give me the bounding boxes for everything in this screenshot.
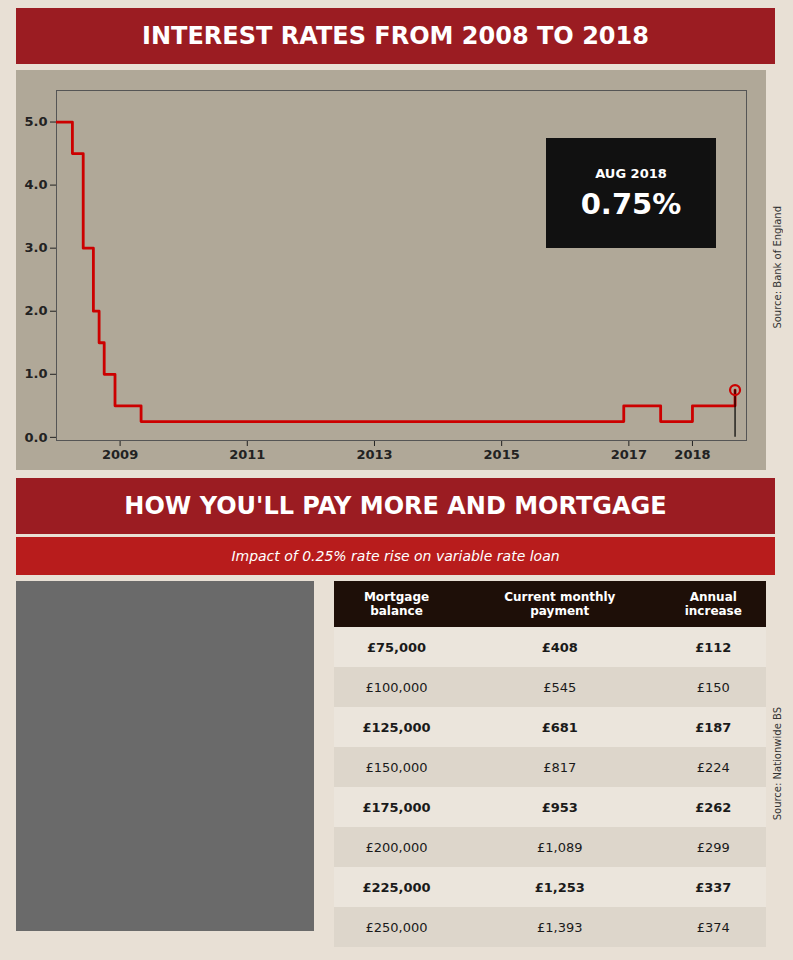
- html-text:0.75%: 0.75%: [580, 186, 682, 221]
- svg-text:2017: 2017: [611, 447, 647, 462]
- html-text:£225,000: £225,000: [362, 879, 431, 895]
- html-text:Impact of 0.25% rate rise on v: Impact of 0.25% rate rise on variable ra…: [231, 548, 560, 564]
- svg-text:1.0: 1.0: [24, 366, 47, 381]
- html-text:£250,000: £250,000: [365, 919, 428, 935]
- html-text:£75,000: £75,000: [366, 639, 427, 655]
- html-text:£112: £112: [695, 639, 732, 655]
- html-text:Current monthly payment: Current monthly payment: [504, 590, 616, 618]
- html-text:£817: £817: [543, 759, 577, 775]
- svg-text:2011: 2011: [229, 447, 265, 462]
- html-text:£408: £408: [541, 639, 578, 655]
- html-text:HOW YOU'LL PAY MORE AND MORTGA: HOW YOU'LL PAY MORE AND MORTGAGE: [124, 492, 667, 520]
- svg-text:0.0: 0.0: [24, 430, 47, 445]
- html-text:£545: £545: [543, 679, 577, 695]
- html-text:Mortgage balance: Mortgage balance: [363, 590, 430, 618]
- html-text:£374: £374: [696, 919, 730, 935]
- svg-text:2015: 2015: [484, 447, 520, 462]
- html-text:£262: £262: [695, 799, 732, 815]
- html-text:£150: £150: [696, 679, 730, 695]
- html-text:£150,000: £150,000: [365, 759, 428, 775]
- html-text:£681: £681: [541, 719, 578, 735]
- html-text:£337: £337: [695, 879, 732, 895]
- html-text:Source: Bank of England: Source: Bank of England: [771, 205, 783, 329]
- html-text:£299: £299: [696, 839, 730, 855]
- html-text:INTEREST RATES FROM 2008 TO 20: INTEREST RATES FROM 2008 TO 2018: [142, 22, 649, 50]
- svg-text:2018: 2018: [674, 447, 710, 462]
- html-text:£224: £224: [696, 759, 730, 775]
- svg-text:5.0: 5.0: [24, 114, 47, 129]
- html-text:£175,000: £175,000: [362, 799, 431, 815]
- html-text:Source: Nationwide BS: Source: Nationwide BS: [771, 707, 783, 821]
- html-text:£953: £953: [541, 799, 578, 815]
- html-text:£1,393: £1,393: [537, 919, 583, 935]
- html-text:£187: £187: [695, 719, 732, 735]
- svg-text:3.0: 3.0: [24, 240, 47, 255]
- html-text:AUG 2018: AUG 2018: [595, 165, 667, 181]
- svg-text:2.0: 2.0: [24, 303, 47, 318]
- html-text:£100,000: £100,000: [365, 679, 428, 695]
- html-text:£200,000: £200,000: [365, 839, 428, 855]
- html-text:£125,000: £125,000: [362, 719, 431, 735]
- svg-text:2013: 2013: [356, 447, 392, 462]
- html-text:Annual increase: Annual increase: [684, 590, 742, 618]
- html-text:£1,253: £1,253: [534, 879, 585, 895]
- html-text:£1,089: £1,089: [537, 839, 583, 855]
- svg-text:2009: 2009: [102, 447, 138, 462]
- svg-text:4.0: 4.0: [24, 177, 47, 192]
